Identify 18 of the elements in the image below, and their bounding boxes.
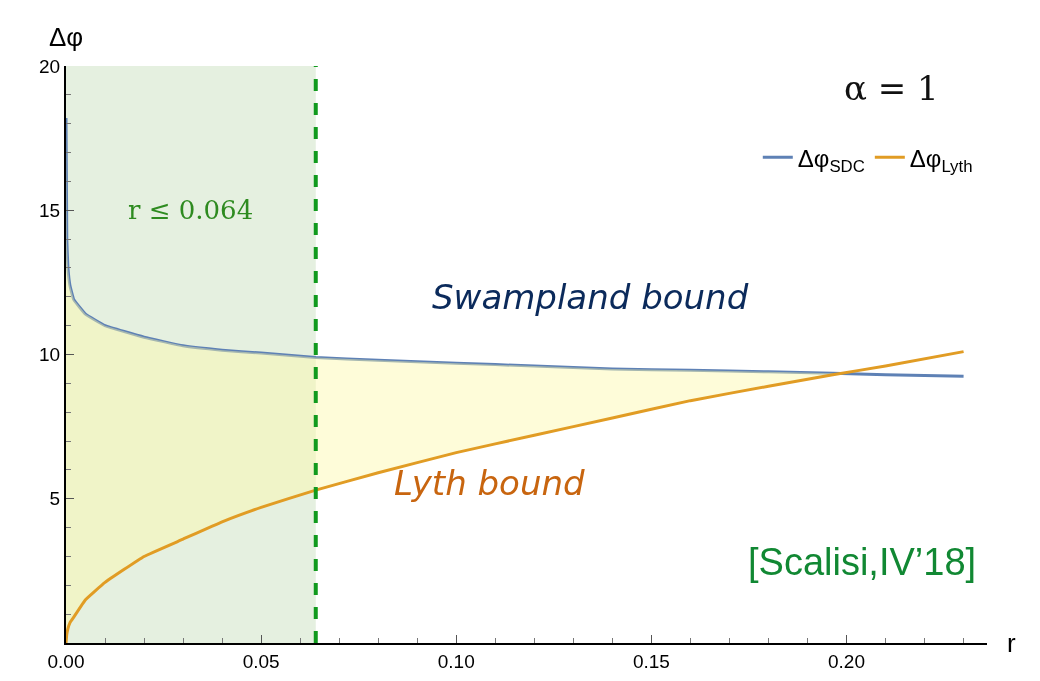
y-axis-title: Δφ: [49, 22, 84, 52]
x-tick-label: 0.00: [47, 650, 85, 672]
annotation: α = 1: [844, 68, 939, 108]
y-tick-label: 20: [39, 55, 61, 77]
legend-label: Δφ$_{SDC}$: [797, 144, 865, 176]
band-label: r ≤ 0.064: [128, 195, 254, 225]
legend-label: Δφ$_{Lyth}$: [909, 144, 973, 176]
x-tick-label: 0.20: [828, 650, 865, 672]
x-tick-label: 0.05: [242, 650, 280, 672]
x-axis-title: r: [1007, 628, 1016, 658]
x-tick-label: 0.10: [437, 650, 475, 672]
annotation: [Scalisi,IV’18]: [748, 541, 977, 583]
annotation: Swampland bound: [432, 277, 749, 317]
x-tick-label: 0.15: [632, 650, 670, 672]
y-tick-label: 10: [39, 344, 61, 366]
y-tick-label: 15: [39, 199, 61, 221]
annotation: Lyth bound: [394, 463, 586, 503]
y-tick-label: 5: [49, 488, 61, 510]
